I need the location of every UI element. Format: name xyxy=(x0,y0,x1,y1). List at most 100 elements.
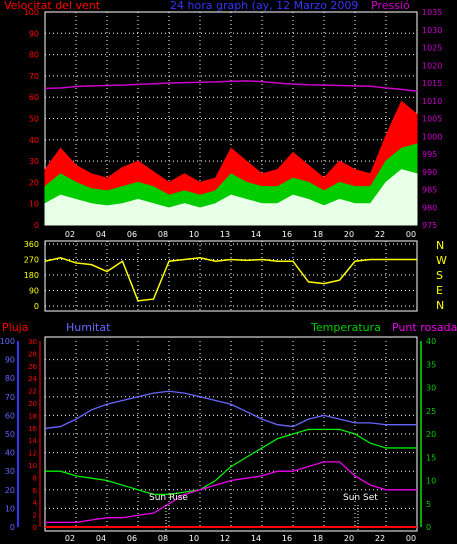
y-tick-label: 90 xyxy=(29,29,39,38)
x-tick-label: 20 xyxy=(344,230,354,239)
y-tick-label: 40 xyxy=(29,136,39,145)
y-hum-tick-label: 50 xyxy=(5,430,15,439)
y2-tick-label: 975 xyxy=(422,221,437,230)
y-rain-tick-label: 2 xyxy=(33,512,37,520)
y2-tick-label: 1025 xyxy=(422,44,442,53)
x-tick-label: 00 xyxy=(406,230,416,239)
compass-label: W xyxy=(436,254,447,267)
y-hum-tick-label: 70 xyxy=(5,393,15,402)
y-rain-tick-label: 8 xyxy=(33,474,37,482)
series-avg xyxy=(44,169,418,226)
pressure-title: Pressió xyxy=(371,0,410,12)
x-tick-label: 13 xyxy=(220,230,230,239)
y-rain-tick-label: 24 xyxy=(28,375,37,383)
x-tick-label: 16 xyxy=(282,534,292,543)
y2-tick-label: 1010 xyxy=(422,97,442,106)
sunrise-label: Sun Rise xyxy=(149,493,188,503)
dew-label: Punt rosada xyxy=(392,321,457,334)
y-tick-label: 10 xyxy=(29,200,39,209)
y-temp-tick-label: 40 xyxy=(426,337,436,346)
y2-tick-label: 995 xyxy=(422,150,437,159)
y-tick-label: 30 xyxy=(29,157,39,166)
y-hum-tick-label: 0 xyxy=(10,523,15,532)
series-direction xyxy=(44,257,417,302)
wind-title: Velocitat del vent xyxy=(4,0,101,12)
x-tick-label: 20 xyxy=(344,534,354,543)
y2-tick-label: 1030 xyxy=(422,26,442,35)
y-temp-tick-label: 15 xyxy=(426,453,436,462)
y-rain-tick-label: 10 xyxy=(28,462,37,470)
y-rain-tick-label: 22 xyxy=(28,388,37,396)
y-hum-tick-label: 30 xyxy=(5,467,15,476)
y-tick-label: 20 xyxy=(29,178,39,187)
wind-axis-ticks: 0102030405060708090100975980985990995100… xyxy=(24,8,443,239)
y2-tick-label: 1020 xyxy=(422,61,442,70)
y-rain-tick-label: 16 xyxy=(28,425,37,433)
x-tick-label: 12 xyxy=(220,534,230,543)
y-tick-label: 360 xyxy=(24,240,39,249)
x-tick-label: 14 xyxy=(251,534,261,543)
y-rain-tick-label: 28 xyxy=(28,350,37,358)
compass-label: S xyxy=(436,269,443,282)
series-humidity xyxy=(44,390,417,430)
compass-label: E xyxy=(436,284,443,297)
y-hum-tick-label: 20 xyxy=(5,486,15,495)
y2-tick-label: 985 xyxy=(422,186,437,195)
y-rain-tick-label: 20 xyxy=(28,400,37,408)
y-rain-tick-label: 18 xyxy=(28,412,37,420)
x-tick-label: 02 xyxy=(65,534,75,543)
y-rain-tick-label: 14 xyxy=(28,437,37,445)
y-temp-tick-label: 5 xyxy=(426,500,431,509)
y2-tick-label: 990 xyxy=(422,168,437,177)
compass-label: N xyxy=(436,299,444,312)
y-hum-tick-label: 60 xyxy=(5,411,15,420)
y2-tick-label: 1035 xyxy=(422,8,442,17)
y-temp-tick-label: 20 xyxy=(426,430,436,439)
x-tick-label: 08 xyxy=(158,230,168,239)
x-tick-label: 10 xyxy=(189,230,199,239)
y2-tick-label: 1005 xyxy=(422,115,442,124)
y-tick-label: 60 xyxy=(29,93,39,102)
y-rain-tick-label: 26 xyxy=(28,363,37,371)
y-tick-label: 80 xyxy=(29,51,39,60)
temperature-label: Temperatura xyxy=(310,321,381,334)
x-tick-label: 04 xyxy=(96,534,106,543)
x-tick-label: 08 xyxy=(158,534,168,543)
x-tick-label: 22 xyxy=(375,230,385,239)
x-tick-label: 22 xyxy=(375,534,385,543)
period-title: 24 hora graph (ay, 12 Marzo 2009 xyxy=(170,0,358,12)
x-tick-label: 18 xyxy=(313,230,323,239)
y-tick-label: 50 xyxy=(29,115,39,124)
y-temp-tick-label: 0 xyxy=(426,523,431,532)
x-tick-label: 02 xyxy=(65,230,75,239)
x-tick-label: 16 xyxy=(282,230,292,239)
y-hum-tick-label: 40 xyxy=(5,449,15,458)
y-temp-tick-label: 35 xyxy=(426,360,436,369)
sunset-label: Sun Set xyxy=(343,493,378,503)
direction-panel-frame xyxy=(44,240,418,312)
y-hum-tick-label: 90 xyxy=(5,356,15,365)
y-rain-tick-label: 0 xyxy=(33,524,37,532)
series-pressure xyxy=(44,80,418,92)
y-rain-tick-label: 6 xyxy=(33,487,38,495)
direction-grid xyxy=(45,241,417,311)
y-hum-tick-label: 80 xyxy=(5,374,15,383)
y-tick-label: 100 xyxy=(24,8,39,17)
humidity-series xyxy=(44,390,417,528)
compass-label: N xyxy=(436,239,444,252)
y2-tick-label: 1000 xyxy=(422,132,442,141)
x-tick-label: 04 xyxy=(96,230,106,239)
y-tick-label: 180 xyxy=(24,271,39,280)
x-tick-label: 10 xyxy=(189,534,199,543)
direction-series xyxy=(44,257,417,302)
y-tick-label: 0 xyxy=(34,302,39,311)
x-tick-label: 06 xyxy=(127,534,137,543)
wind-series xyxy=(44,80,418,226)
y-temp-tick-label: 10 xyxy=(426,477,436,486)
rain-label: Pluja xyxy=(2,321,28,334)
y-tick-label: 0 xyxy=(34,221,39,230)
y-hum-tick-label: 100 xyxy=(0,337,15,346)
series-temperature xyxy=(45,428,417,496)
